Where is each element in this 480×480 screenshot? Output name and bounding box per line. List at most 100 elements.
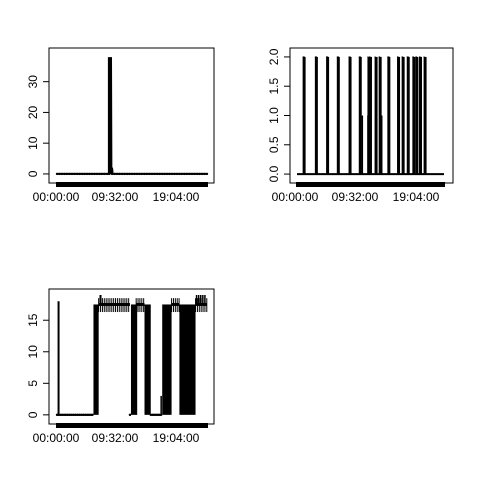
spike-band	[348, 56, 352, 175]
x-tick-label: 19:04:00	[153, 431, 200, 445]
spike-band	[412, 56, 416, 175]
data-point	[160, 172, 164, 176]
data-point	[90, 172, 94, 176]
spike-band	[415, 56, 419, 175]
data-point	[150, 172, 154, 176]
data-point	[65, 172, 69, 176]
data-point	[86, 413, 90, 417]
data-point	[78, 413, 81, 417]
x-tick-label: 19:04:00	[153, 190, 200, 204]
data-point	[165, 172, 169, 176]
y-tick-label: 15	[26, 313, 40, 327]
data-point	[193, 172, 196, 176]
series-dense-band	[144, 304, 151, 415]
data-point	[85, 172, 89, 176]
data-point	[105, 172, 109, 176]
data-point	[173, 172, 176, 176]
data-point	[205, 172, 209, 176]
data-point	[203, 172, 206, 176]
data-point	[195, 172, 199, 176]
data-point	[63, 413, 67, 417]
data-point	[175, 172, 179, 176]
spike-band	[418, 56, 422, 175]
data-point	[93, 172, 96, 176]
data-point	[153, 413, 157, 417]
data-point	[70, 413, 73, 417]
data-point	[157, 413, 161, 417]
series-dense-band	[130, 304, 137, 415]
x-tick-label: 09:32:00	[92, 431, 139, 445]
data-point	[183, 172, 186, 176]
x-tick-label: 19:04:00	[393, 190, 440, 204]
series-dense-band	[179, 304, 196, 415]
data-point	[128, 172, 131, 176]
y-tick-label: 2.0	[267, 48, 281, 65]
x-axis-ticks-band	[296, 182, 445, 187]
data-point	[67, 413, 71, 417]
data-point	[68, 172, 71, 176]
data-point	[178, 172, 181, 176]
x-axis-ticks-band	[56, 182, 208, 187]
data-point	[61, 413, 65, 417]
y-tick-label: 5	[26, 380, 40, 387]
data-point	[125, 172, 129, 176]
data-point	[155, 413, 159, 417]
data-point	[115, 172, 119, 176]
data-point	[55, 172, 59, 176]
data-point	[123, 172, 126, 176]
data-point	[113, 172, 116, 176]
data-point	[59, 413, 63, 417]
y-tick-label: 10	[26, 345, 40, 359]
y-tick-label: 30	[26, 75, 40, 89]
spike-band	[358, 56, 362, 175]
series-dense-band	[93, 304, 99, 415]
data-point	[60, 172, 64, 176]
y-tick-label: 20	[26, 105, 40, 119]
spike-band	[401, 56, 405, 175]
data-point	[83, 172, 86, 176]
y-tick-label: 0	[26, 411, 40, 418]
data-point	[135, 172, 139, 176]
spike-band	[326, 56, 330, 175]
series-line	[57, 57, 207, 175]
data-point	[100, 172, 104, 176]
data-point	[80, 413, 83, 417]
data-point	[185, 172, 189, 176]
data-point	[148, 172, 151, 176]
data-point	[84, 413, 88, 417]
y-tick-label: 1.0	[267, 107, 281, 124]
data-point	[151, 413, 155, 417]
y-tick-label: 0	[26, 170, 40, 177]
y-tick-label: 0.0	[267, 165, 281, 182]
spike-band	[314, 56, 318, 175]
data-point	[168, 172, 171, 176]
data-point	[128, 413, 132, 417]
spike-band	[378, 56, 382, 175]
data-point	[88, 413, 92, 417]
spike-band	[367, 56, 371, 175]
y-tick-label: 1.5	[267, 78, 281, 95]
x-tick-label: 09:32:00	[332, 190, 379, 204]
data-point	[120, 172, 124, 176]
data-point	[149, 413, 152, 417]
data-point	[118, 172, 121, 176]
spike-band	[397, 56, 401, 175]
plot-frame	[48, 47, 215, 184]
data-point	[145, 172, 149, 176]
chart-panel-1: 0 10 20 30 00:00:00 09:32:00 19:04:00	[26, 47, 215, 204]
x-tick-label: 09:32:00	[92, 190, 139, 204]
spike-band	[406, 56, 410, 175]
data-point	[98, 172, 101, 176]
data-point	[103, 172, 106, 176]
data-point	[58, 172, 61, 176]
data-point	[82, 413, 85, 417]
data-point	[72, 413, 75, 417]
series-dense-band	[162, 304, 172, 415]
data-point	[57, 413, 60, 417]
data-point	[140, 172, 144, 176]
spike-band	[423, 56, 427, 175]
data-point	[198, 172, 201, 176]
data-point	[143, 172, 146, 176]
data-point	[180, 172, 184, 176]
